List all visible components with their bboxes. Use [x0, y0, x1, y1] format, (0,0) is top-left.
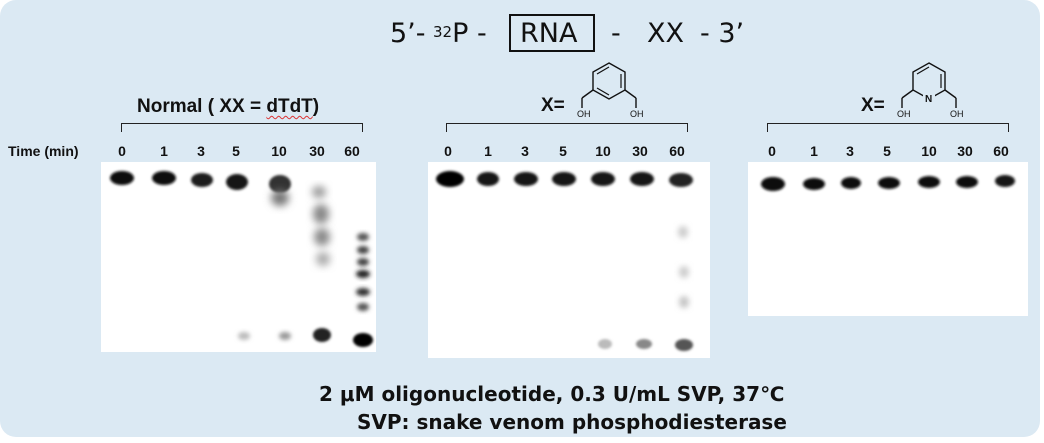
oh-right: OH — [950, 109, 964, 119]
lane-bracket-normal — [121, 123, 363, 132]
construct-rna: RNA — [520, 18, 578, 49]
time-tick: 3 — [846, 143, 854, 159]
m-xylylene-diol-structure — [581, 62, 637, 108]
conditions-line: 2 μM oligonucleotide, 0.3 U/mL SVP, 37℃ — [319, 382, 785, 406]
pyridine-diol-structure — [901, 62, 957, 108]
panel-normal-label: Normal ( XX = dTdT) — [137, 96, 320, 117]
lane-bracket-pyridine — [767, 123, 1009, 132]
time-tick: 1 — [484, 143, 492, 159]
time-tick: 30 — [309, 143, 325, 159]
construct-dash: - — [611, 18, 621, 49]
time-tick: 5 — [559, 143, 567, 159]
oh-left: OH — [897, 109, 911, 119]
time-tick: 3 — [521, 143, 529, 159]
ring-nitrogen: N — [925, 94, 933, 105]
time-tick: 1 — [810, 143, 818, 159]
time-tick: 0 — [768, 143, 776, 159]
time-tick: 1 — [160, 143, 168, 159]
svp-definition: SVP: snake venom phosphodiesterase — [357, 410, 787, 434]
rna-box — [509, 14, 595, 52]
time-tick: 5 — [883, 143, 891, 159]
oh-left: OH — [577, 109, 591, 119]
time-tick: 5 — [232, 143, 240, 159]
panel-pyridine-label: X= — [861, 95, 885, 116]
gel-image-normal — [101, 162, 376, 352]
time-tick: 10 — [595, 143, 611, 159]
time-tick: 60 — [669, 143, 685, 159]
oh-right: OH — [630, 109, 644, 119]
time-axis-label: Time (min) — [8, 143, 79, 159]
panel-benzene-label: X= — [541, 95, 565, 116]
time-tick: 60 — [344, 143, 360, 159]
gel-image-pyridine — [748, 162, 1028, 316]
lane-bracket-benzene — [446, 123, 688, 132]
time-tick: 10 — [921, 143, 937, 159]
construct-xx: XX — [647, 18, 684, 49]
time-tick: 3 — [197, 143, 205, 159]
gel-image-benzene — [428, 162, 710, 358]
time-tick: 60 — [993, 143, 1009, 159]
construct-5prime: 5’- — [390, 18, 426, 49]
time-tick: 30 — [632, 143, 648, 159]
time-tick: 0 — [118, 143, 126, 159]
construct-isotope: 32P - — [433, 18, 487, 49]
construct-3prime: - 3’ — [700, 18, 745, 49]
time-tick: 0 — [444, 143, 452, 159]
time-tick: 30 — [957, 143, 973, 159]
time-tick: 10 — [271, 143, 287, 159]
